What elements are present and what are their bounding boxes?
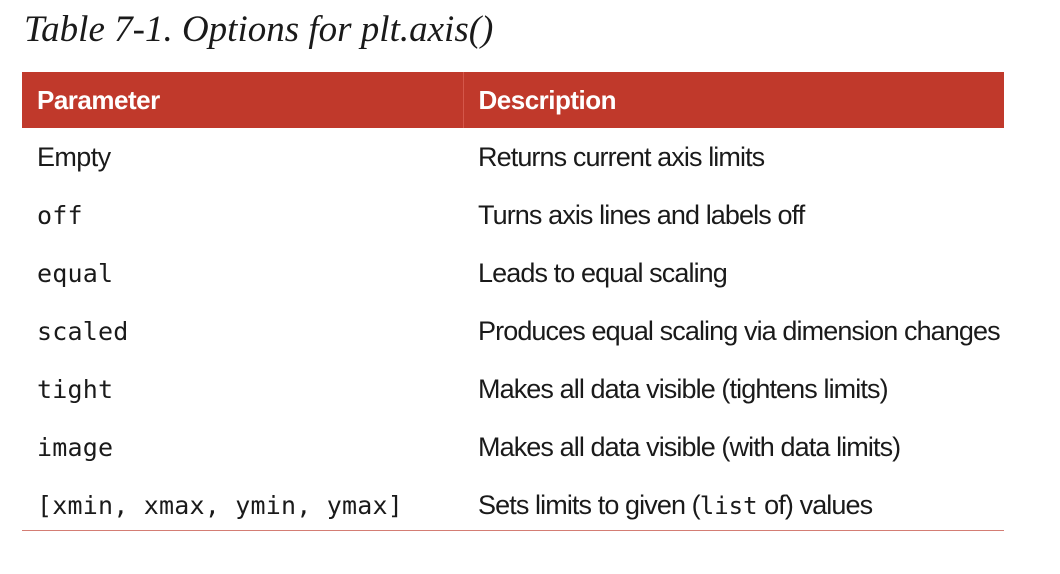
header-parameter: Parameter xyxy=(22,72,463,128)
parameter-cell: scaled xyxy=(37,316,129,346)
table-row: image Makes all data visible (with data … xyxy=(22,418,1004,476)
parameter-cell: image xyxy=(37,432,114,462)
parameter-cell: tight xyxy=(37,374,114,404)
description-cell: Produces equal scaling via dimension cha… xyxy=(478,315,1001,346)
options-table: Parameter Description Empty Returns curr… xyxy=(22,72,1004,534)
table-row: scaled Produces equal scaling via dimens… xyxy=(22,302,1004,360)
inline-code: list xyxy=(699,491,758,520)
table-row: [xmin, xmax, ymin, ymax] Sets limits to … xyxy=(22,476,1004,534)
table-header: Parameter Description xyxy=(22,72,1004,128)
description-cell: Turns axis lines and labels off xyxy=(478,199,805,230)
table-bottom-rule xyxy=(22,530,1004,531)
description-cell: Makes all data visible (with data limits… xyxy=(478,431,901,462)
header-row: Parameter Description xyxy=(22,72,1004,128)
description-cell: Leads to equal scaling xyxy=(478,257,728,288)
parameter-cell: Empty xyxy=(37,141,111,172)
header-description: Description xyxy=(462,72,1004,128)
table-body: Empty Returns current axis limits off Tu… xyxy=(22,128,1004,534)
table-row: tight Makes all data visible (tightens l… xyxy=(22,360,1004,418)
description-text-end: of) values xyxy=(757,489,873,520)
table-caption: Table 7-1. Options for plt.axis() xyxy=(24,9,494,50)
table-row: off Turns axis lines and labels off xyxy=(22,186,1004,244)
parameter-cell: [xmin, xmax, ymin, ymax] xyxy=(37,490,404,520)
description-cell: Sets limits to given (list of) values xyxy=(463,476,1004,534)
table-row: Empty Returns current axis limits xyxy=(22,128,1004,186)
description-cell: Returns current axis limits xyxy=(478,141,765,172)
table-row: equal Leads to equal scaling xyxy=(22,244,1004,302)
parameter-cell: equal xyxy=(37,258,114,288)
description-cell: Makes all data visible (tightens limits) xyxy=(478,373,889,404)
description-text-start: Sets limits to given ( xyxy=(478,489,701,520)
parameter-cell: off xyxy=(37,200,83,230)
